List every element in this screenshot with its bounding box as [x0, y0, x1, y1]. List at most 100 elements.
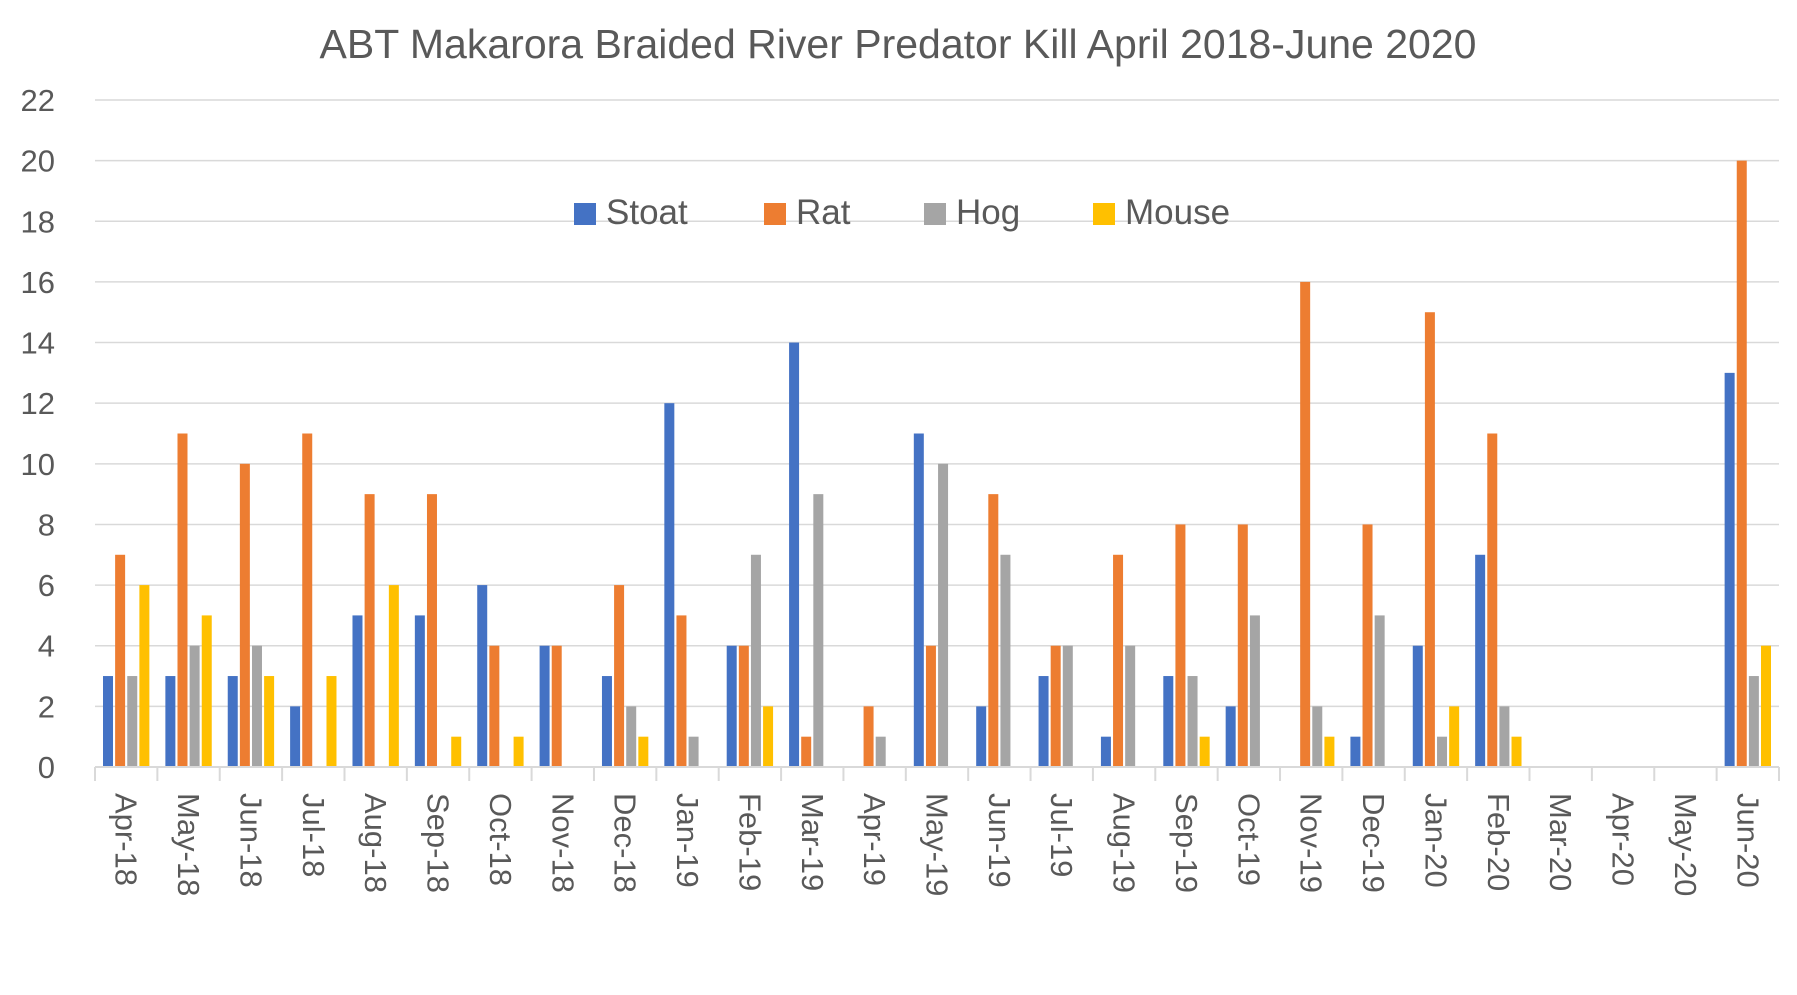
x-tick-label: Nov-19 — [1294, 793, 1329, 893]
bar-rat — [1424, 312, 1435, 767]
x-tick-label: Jul-18 — [296, 793, 331, 877]
y-tick-label: 10 — [21, 447, 55, 482]
bar-hog — [875, 736, 886, 767]
bar-hog — [750, 554, 761, 767]
bar-hog — [813, 494, 824, 767]
bar-hog — [626, 706, 637, 767]
bar-mouse — [388, 585, 399, 767]
x-tick-label: May-19 — [920, 793, 955, 896]
legend-label: Hog — [956, 193, 1020, 232]
axes: 0 2 4 6 8 10 12 14 16 18 20 22 Apr-18 May-18 Jun-18 Jul… — [21, 83, 1780, 896]
y-tick-label: 14 — [21, 326, 55, 361]
bar-rat — [1300, 281, 1311, 767]
bar-stoat — [414, 615, 425, 767]
x-tick-label: Jul-19 — [1044, 793, 1079, 877]
y-tick-label: 20 — [21, 144, 55, 179]
bar-stoat — [539, 645, 550, 767]
bar-mouse — [1511, 736, 1522, 767]
bar-mouse — [326, 676, 337, 767]
bar-mouse — [1199, 736, 1210, 767]
bar-mouse — [638, 736, 649, 767]
bar-mouse — [1324, 736, 1335, 767]
bar-hog — [938, 463, 949, 767]
bar-rat — [1050, 645, 1061, 767]
y-tick-label: 4 — [38, 629, 55, 664]
y-tick-label: 12 — [21, 386, 55, 421]
bar-hog — [1748, 676, 1759, 767]
bar-rat — [863, 706, 874, 767]
bar-mouse — [1449, 706, 1460, 767]
bar-rat — [988, 494, 999, 767]
legend-item-hog: Hog — [924, 193, 1020, 232]
bar-rat — [551, 645, 562, 767]
bar-mouse — [264, 676, 275, 767]
legend-swatch — [574, 203, 596, 225]
bar-rat — [426, 494, 437, 767]
y-tick-label: 6 — [38, 568, 55, 603]
x-tick-label: Jun-19 — [982, 793, 1017, 888]
bar-stoat — [1724, 372, 1735, 767]
x-tick-label: Dec-19 — [1356, 793, 1391, 893]
bar-rat — [738, 645, 749, 767]
x-tick-label: Sep-18 — [421, 793, 456, 893]
legend-swatch — [1093, 203, 1115, 225]
y-tick-label: 2 — [38, 689, 55, 724]
legend: Stoat Rat Hog Mouse — [574, 193, 1230, 232]
x-tick-label: Nov-18 — [545, 793, 580, 893]
bar-rat — [239, 463, 250, 767]
bar-stoat — [976, 706, 987, 767]
x-tick-label: Apr-18 — [109, 793, 144, 886]
x-tick-label: Dec-18 — [608, 793, 643, 893]
x-tick-label: Feb-19 — [732, 793, 767, 891]
bar-stoat — [290, 706, 301, 767]
bar-stoat — [103, 676, 113, 767]
legend-item-mouse: Mouse — [1093, 193, 1230, 232]
bar-rat — [801, 736, 812, 767]
bar-hog — [688, 736, 699, 767]
bar-stoat — [165, 676, 176, 767]
bar-stoat — [789, 342, 800, 767]
bar-rat — [1113, 554, 1124, 767]
bar-hog — [1125, 645, 1136, 767]
bar-stoat — [913, 433, 924, 767]
bar-rat — [925, 645, 936, 767]
bar-rat — [364, 494, 375, 767]
y-tick-label: 18 — [21, 204, 55, 239]
x-tick-label: Jun-18 — [233, 793, 268, 888]
bar-hog — [1499, 706, 1510, 767]
bars — [103, 160, 1771, 768]
bar-hog — [1374, 615, 1385, 767]
bar-stoat — [1475, 554, 1486, 767]
chart-title: ABT Makarora Braided River Predator Kill… — [320, 21, 1477, 67]
bar-stoat — [1100, 736, 1111, 767]
y-tick-label: 16 — [21, 265, 55, 300]
bar-mouse — [513, 736, 524, 767]
bar-stoat — [227, 676, 238, 767]
x-tick-label: Sep-19 — [1169, 793, 1204, 893]
bar-rat — [489, 645, 500, 767]
bar-stoat — [601, 676, 612, 767]
bar-mouse — [139, 585, 150, 767]
bar-hog — [1312, 706, 1323, 767]
bar-mouse — [201, 615, 212, 767]
x-tick-label: Apr-20 — [1606, 793, 1641, 886]
bar-mouse — [1761, 645, 1771, 767]
bar-rat — [1237, 524, 1248, 767]
bar-stoat — [477, 585, 488, 767]
legend-swatch — [764, 203, 786, 225]
bar-rat — [1487, 433, 1498, 767]
bar-stoat — [1350, 736, 1361, 767]
bar-hog — [251, 645, 262, 767]
x-tick-label: Jan-20 — [1418, 793, 1453, 888]
x-tick-label: Apr-19 — [857, 793, 892, 886]
x-tick-label: Mar-20 — [1543, 793, 1578, 891]
bar-hog — [1437, 736, 1448, 767]
legend-item-rat: Rat — [764, 193, 851, 232]
legend-label: Stoat — [606, 193, 688, 232]
x-tick-label: Aug-19 — [1107, 793, 1142, 893]
bar-stoat — [1163, 676, 1174, 767]
bar-rat — [676, 615, 687, 767]
bar-hog — [189, 645, 200, 767]
